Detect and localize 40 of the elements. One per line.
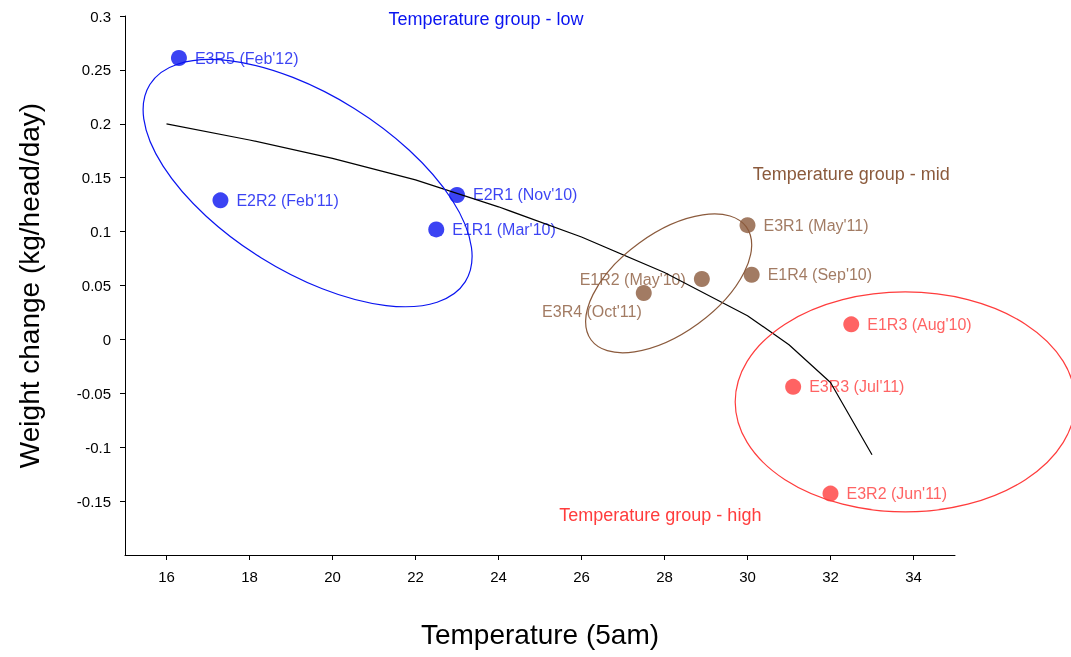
y-tick-label: 0.15 [81, 169, 111, 187]
data-label: E2R1 (Nov'10) [473, 186, 578, 204]
data-label: E1R4 (Sep'10) [767, 266, 873, 284]
point [170, 50, 187, 67]
y-tick-label: 0.3 [90, 7, 111, 25]
text: Temperature group - high [559, 505, 762, 526]
x-tick-label: 24 [490, 568, 507, 585]
y-tick-label: 0.1 [90, 223, 111, 241]
x-tick-label: 30 [739, 568, 756, 585]
series-label: Temperature group - mid [752, 164, 950, 185]
point [693, 271, 710, 288]
y-tick-label: 0 [102, 330, 111, 348]
point [843, 316, 860, 333]
y-tick-label: 0.05 [81, 277, 111, 294]
point [822, 485, 839, 502]
data-label: E3R2 (Jun'11) [846, 485, 948, 503]
data-label: E1R3 (Aug'10) [867, 315, 972, 333]
x-tick-label: 26 [573, 568, 590, 585]
data-label: E3R4 (Oct'11) [542, 302, 642, 320]
point [212, 192, 229, 209]
point [785, 378, 802, 395]
y-tick-label: 0.25 [81, 61, 111, 79]
x-axis-title: Temperature (5am) [420, 618, 660, 650]
text: Temperature group - low [388, 9, 585, 30]
point [428, 221, 445, 238]
x-tick-label: 16 [158, 568, 175, 585]
point [743, 266, 760, 283]
x-tick-label: 18 [241, 568, 258, 585]
y-tick-label: 0.2 [90, 115, 111, 133]
y-tick-label: -0.05 [76, 384, 111, 402]
x-tick-label: 28 [656, 568, 673, 585]
data-label: E2R2 (Feb'11) [236, 191, 339, 209]
y-axis-title: Weight change (kg/head/day) [13, 102, 45, 469]
x-tick-label: 20 [324, 568, 341, 585]
data-label: E3R1 (May'11) [763, 216, 869, 234]
y-tick-label: -0.1 [85, 438, 111, 456]
x-tick-label: 22 [407, 568, 424, 585]
y-tick-label: -0.15 [76, 492, 111, 510]
x-tick-label: 34 [905, 568, 922, 585]
x-tick-label: 32 [822, 568, 839, 585]
